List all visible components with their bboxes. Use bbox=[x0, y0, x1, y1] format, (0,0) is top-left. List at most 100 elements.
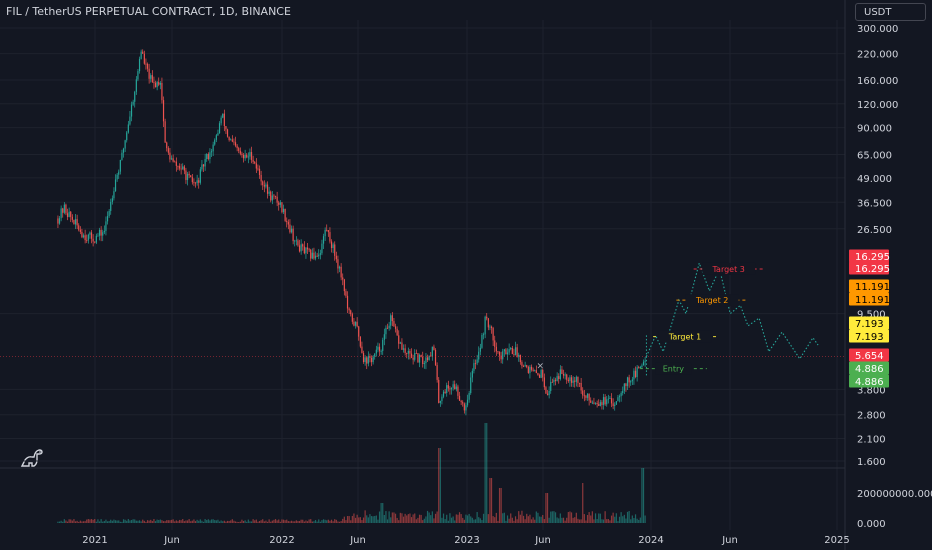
volume-bar bbox=[430, 515, 432, 523]
candle-body bbox=[415, 353, 417, 354]
volume-bar bbox=[500, 488, 502, 523]
candle-body bbox=[428, 355, 430, 361]
volume-bar bbox=[337, 521, 339, 523]
candle-body bbox=[290, 228, 293, 233]
level-label: Target 3 bbox=[711, 265, 744, 274]
candle-body bbox=[431, 346, 433, 357]
volume-bar bbox=[553, 511, 555, 523]
volume-bar bbox=[257, 521, 259, 523]
volume-bar bbox=[310, 519, 312, 523]
candle-body bbox=[527, 367, 529, 373]
candle-body bbox=[321, 243, 323, 254]
candle-body bbox=[436, 365, 438, 380]
volume-bar bbox=[471, 517, 473, 523]
candle-body bbox=[630, 381, 632, 383]
volume-bar bbox=[124, 519, 126, 523]
candle-body bbox=[135, 79, 137, 92]
volume-bar bbox=[366, 515, 368, 523]
candle-body bbox=[153, 82, 155, 84]
candle-body bbox=[130, 104, 133, 117]
candle-body bbox=[294, 240, 296, 242]
candle-body bbox=[145, 63, 147, 65]
volume-bar bbox=[625, 518, 627, 523]
candle-body bbox=[452, 384, 454, 388]
candle-body bbox=[114, 179, 117, 192]
candle-body bbox=[441, 396, 443, 402]
candle-body bbox=[193, 182, 195, 183]
candle-body bbox=[506, 352, 509, 355]
volume-bar bbox=[628, 511, 630, 523]
candle-body bbox=[174, 161, 176, 163]
volume-bar bbox=[217, 519, 219, 523]
candle-body bbox=[276, 196, 278, 203]
candle-body bbox=[598, 404, 600, 406]
volume-bar bbox=[130, 520, 133, 523]
volume-bar bbox=[294, 521, 296, 523]
candle-body bbox=[538, 375, 541, 378]
volume-bar bbox=[70, 519, 72, 523]
candle-body bbox=[618, 396, 621, 398]
candle-body bbox=[474, 363, 477, 364]
volume-bar bbox=[462, 517, 464, 523]
volume-tick-label: 0.000 bbox=[857, 519, 886, 530]
currency-button[interactable]: USDT bbox=[855, 3, 926, 21]
candle-body bbox=[310, 249, 312, 259]
volume-bar bbox=[390, 517, 392, 523]
volume-tick-label: 200000000.000 bbox=[857, 489, 932, 500]
volume-bar bbox=[487, 514, 489, 523]
volume-bar bbox=[489, 478, 491, 523]
volume-bar bbox=[524, 519, 526, 523]
volume-bar bbox=[358, 517, 360, 523]
volume-bar bbox=[132, 519, 134, 523]
volume-bar bbox=[71, 520, 73, 523]
volume-bar bbox=[495, 512, 497, 523]
candle-body bbox=[169, 152, 171, 160]
candle-body bbox=[505, 349, 507, 355]
volume-bar bbox=[233, 520, 235, 523]
volume-bar bbox=[255, 519, 257, 523]
candle-body bbox=[530, 366, 533, 370]
grid-lines bbox=[0, 20, 845, 530]
candle-body bbox=[462, 402, 464, 404]
price-tick-label: 2.100 bbox=[857, 435, 886, 446]
candle-body bbox=[286, 220, 288, 222]
time-tick-label: Jun bbox=[349, 535, 366, 546]
candle-body bbox=[484, 316, 486, 335]
candle-body bbox=[284, 208, 286, 221]
candle-body bbox=[345, 291, 347, 296]
candle-body bbox=[641, 365, 643, 367]
volume-bar bbox=[410, 517, 413, 523]
price-badge-bg bbox=[849, 374, 889, 388]
volume-bar bbox=[260, 520, 262, 523]
candle-body bbox=[319, 253, 321, 255]
candles bbox=[57, 49, 646, 416]
candle-body bbox=[190, 175, 192, 178]
volume-bar bbox=[313, 521, 315, 523]
volume-bar bbox=[529, 514, 531, 523]
volume-bar bbox=[276, 520, 278, 523]
volume-bar bbox=[580, 519, 582, 523]
candle-body bbox=[228, 136, 230, 141]
candle-body bbox=[438, 379, 440, 403]
candle-body bbox=[526, 365, 528, 368]
candle-body bbox=[548, 390, 550, 396]
volume-bar bbox=[478, 517, 480, 523]
volume-bar bbox=[622, 516, 624, 523]
price-badge: 7.193 bbox=[855, 332, 884, 343]
price-badge-bg bbox=[849, 361, 889, 375]
candle-body bbox=[455, 386, 457, 390]
volume-bar bbox=[559, 513, 561, 523]
volume-bar bbox=[468, 513, 470, 523]
volume-bar bbox=[428, 512, 430, 523]
candle-body bbox=[199, 169, 201, 183]
volume-bar bbox=[105, 519, 107, 523]
volume-bar bbox=[111, 520, 113, 523]
candle-body bbox=[433, 346, 435, 350]
candle-body bbox=[127, 124, 129, 133]
volume-bar bbox=[295, 520, 297, 523]
volume-bar bbox=[270, 521, 272, 523]
volume-bar bbox=[562, 517, 565, 523]
candle-body bbox=[519, 354, 521, 363]
candle-body bbox=[172, 158, 174, 162]
